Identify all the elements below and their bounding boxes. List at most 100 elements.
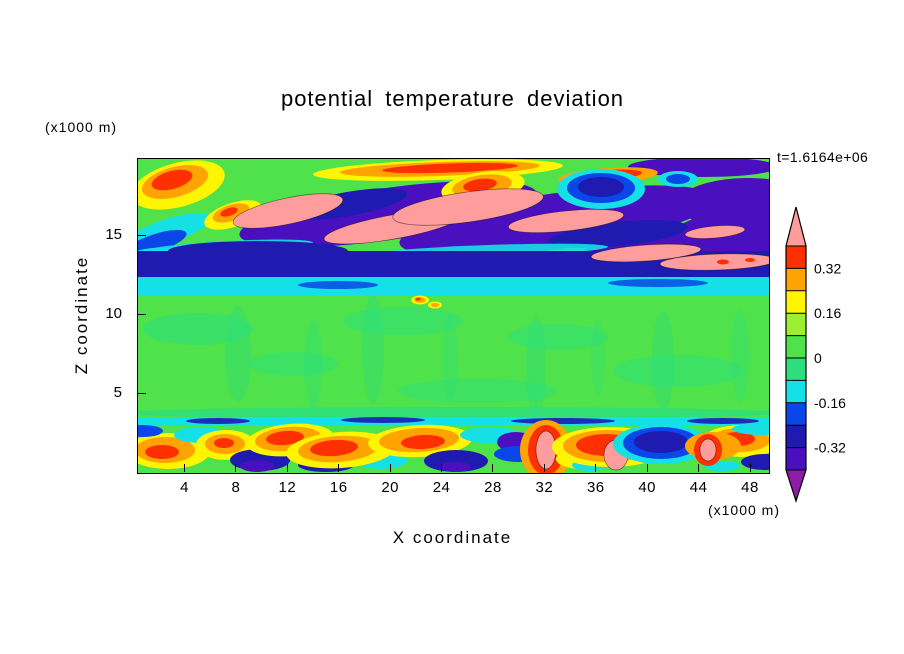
contour-blob-red — [145, 445, 179, 459]
colorbar-band-teal — [786, 358, 806, 381]
contour-blob-cyan — [732, 423, 769, 435]
contour-field — [138, 159, 769, 473]
contour-blob-navy — [634, 431, 688, 453]
colorbar-tick-label: 0.16 — [814, 305, 841, 321]
colorbar-tick-label: 0.32 — [814, 260, 841, 276]
contour-blob-red — [151, 169, 193, 191]
contour-blob-navy — [168, 241, 348, 261]
contour-blob-blue — [666, 174, 690, 184]
x-tick-mark — [492, 464, 494, 472]
contour-blob-violet — [628, 159, 769, 177]
colorbar-band-green — [786, 335, 806, 358]
contour-blob-red — [745, 258, 755, 262]
x-tick-mark — [698, 464, 700, 472]
contour-blob-red — [717, 259, 729, 265]
contour-blob-violet — [240, 460, 274, 472]
plot-area — [137, 158, 770, 474]
y-tick-label: 10 — [105, 305, 122, 323]
x-tick-label: 40 — [638, 479, 657, 496]
x-tick-label: 44 — [689, 479, 708, 496]
contour-blob-navy — [741, 454, 769, 470]
contour-blob-red — [266, 430, 304, 446]
contour-blob-cyan — [138, 417, 769, 426]
contour-blob-orange — [431, 303, 439, 307]
contour-blob-teal — [138, 407, 769, 419]
colorbar-arrow-bottom — [786, 470, 806, 501]
x-tick-mark — [338, 464, 340, 472]
contour-blob-red — [415, 297, 421, 301]
x-tick-label: 36 — [586, 479, 605, 496]
contour-blob-blue — [298, 281, 378, 289]
colorbar-band-blue — [786, 402, 806, 426]
contour-blob-navy — [578, 177, 624, 197]
colorbar-band-red — [786, 246, 806, 269]
x-tick-label: 28 — [484, 479, 502, 496]
y-tick-mark — [138, 234, 146, 236]
contour-blob-teal — [398, 379, 558, 403]
contour-blob-teal — [248, 352, 338, 376]
contour-blob-red — [382, 162, 518, 174]
x-tick-mark — [441, 464, 443, 472]
contour-blob-teal — [442, 315, 458, 399]
colorbar-band-yellow — [786, 290, 806, 314]
contour-blob-teal — [731, 310, 749, 402]
contour-blob-red — [310, 439, 358, 457]
x-tick-label: 48 — [741, 479, 759, 496]
x-tick-mark — [749, 464, 751, 472]
x-tick-mark — [595, 464, 597, 472]
contour-blob-salmon — [507, 209, 625, 233]
colorbar-band-violet — [786, 447, 806, 470]
x-axis-units: (x1000 m) — [707, 502, 780, 518]
contour-blob-teal — [591, 319, 605, 395]
contour-blob-teal — [362, 294, 384, 404]
contour-blob-salmon — [232, 193, 344, 229]
contour-blob-violet — [439, 462, 471, 472]
x-tick-mark — [646, 464, 648, 472]
contour-blob-salmon — [590, 243, 702, 263]
x-tick-label: 8 — [231, 479, 241, 496]
contour-blob-navy — [341, 417, 425, 423]
x-tick-mark — [235, 464, 237, 472]
x-tick-mark — [184, 464, 186, 472]
contour-blob-teal — [143, 313, 253, 345]
contour-blob-red — [401, 434, 445, 450]
contour-blob-teal — [343, 307, 463, 335]
contour-blob-teal — [508, 324, 608, 350]
y-tick-label: 5 — [113, 384, 122, 402]
x-tick-label: 16 — [329, 479, 348, 496]
contour-blob-red — [214, 438, 234, 448]
x-tick-label: 20 — [381, 479, 399, 496]
contour-blob-teal — [613, 355, 743, 387]
contour-blob-navy — [687, 418, 759, 424]
contour-blob-salmon — [684, 225, 746, 239]
contour-blob-teal — [225, 306, 251, 402]
contour-blob-navy — [186, 418, 250, 424]
time-label: t=1.6164e+06 — [777, 149, 869, 165]
contour-blob-red — [463, 178, 497, 192]
contour-blob-teal — [526, 317, 546, 417]
colorbar-tick-label: -0.32 — [814, 440, 846, 456]
contour-blob-teal — [652, 311, 674, 411]
colorbar-arrow-top — [786, 207, 806, 246]
contour-blob-blue — [138, 229, 187, 257]
colorbar-band-cyan — [786, 380, 806, 403]
z-axis-units: (x1000 m) — [45, 119, 118, 135]
colorbar-tick-label: 0 — [814, 350, 822, 366]
chart-title: potential temperature deviation — [280, 86, 625, 111]
x-tick-mark — [389, 464, 391, 472]
contour-blob-navy — [548, 220, 688, 248]
contour-blob-blue — [138, 425, 163, 437]
x-tick-label: 4 — [180, 479, 189, 496]
y-tick-mark — [138, 392, 146, 394]
contour-blob-salmon — [699, 438, 717, 462]
contour-blob-teal — [304, 319, 322, 409]
contour-blob-cyan — [138, 277, 769, 295]
x-tick-label: 32 — [535, 479, 554, 496]
colorbar-band-orange — [786, 268, 806, 291]
contour-blob-navy — [511, 418, 615, 424]
x-tick-label: 12 — [278, 479, 297, 496]
contour-blob-salmon — [392, 188, 544, 226]
x-tick-mark — [543, 464, 545, 472]
x-axis-label: X coordinate — [392, 528, 513, 547]
contour-blob-blue — [608, 279, 708, 287]
